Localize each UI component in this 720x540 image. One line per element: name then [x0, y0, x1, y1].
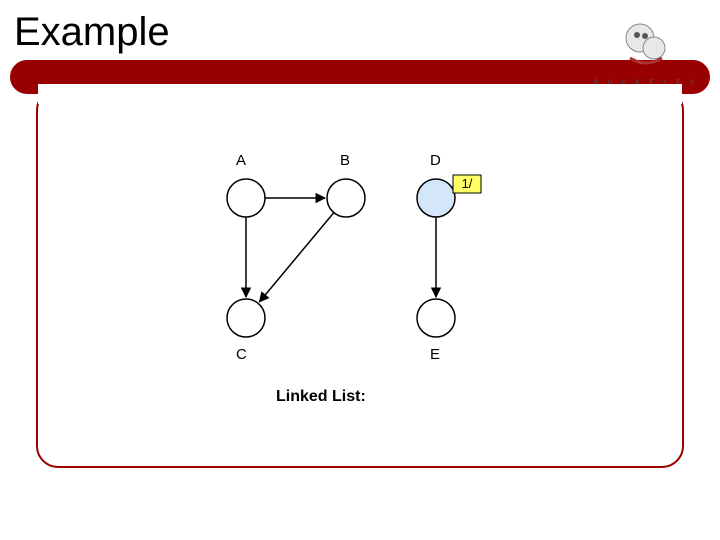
node-C — [227, 299, 265, 337]
node-label-B: B — [340, 152, 350, 169]
brand-logo: OHIO STATE B U C K E Y E S — [586, 8, 706, 86]
edge-B-C — [259, 213, 333, 302]
node-label-C: C — [236, 346, 247, 363]
node-A — [227, 179, 265, 217]
node-label-E: E — [430, 346, 440, 363]
node-E — [417, 299, 455, 337]
node-badge-text-D: 1/ — [462, 176, 473, 191]
graph-diagram: 1/ A B D C E Linked List: — [36, 88, 684, 468]
logo-wordmark: OHIO STATE — [599, 64, 693, 79]
node-label-D: D — [430, 152, 441, 169]
node-label-A: A — [236, 152, 246, 169]
diagram-caption: Linked List: — [276, 388, 366, 406]
logo-subtext: B U C K E Y E S — [594, 80, 698, 86]
page-title: Example — [14, 10, 170, 55]
node-D — [417, 179, 455, 217]
mascot-icon — [620, 18, 672, 66]
node-B — [327, 179, 365, 217]
